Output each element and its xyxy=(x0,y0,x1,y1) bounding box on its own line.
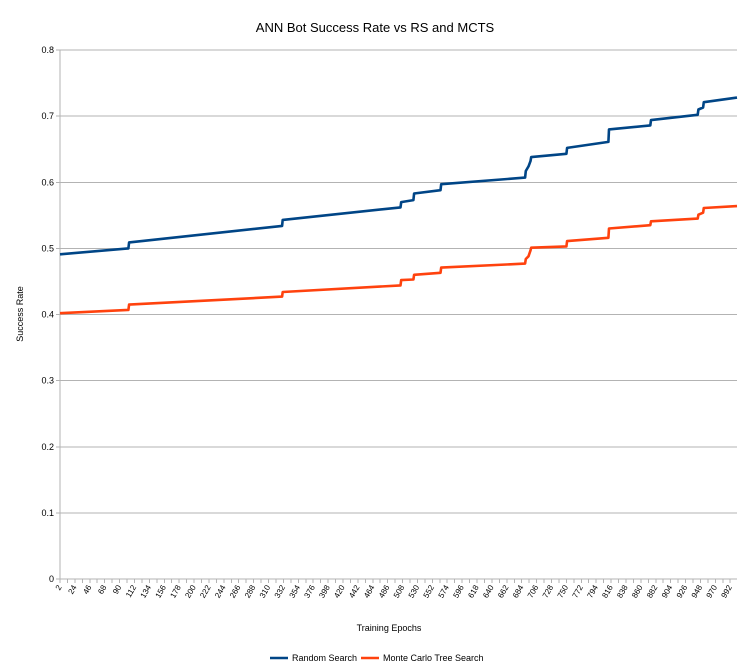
x-tick-label: 992 xyxy=(719,583,734,600)
x-tick-label: 68 xyxy=(96,583,109,596)
y-tick-label: 0.6 xyxy=(41,177,54,187)
x-tick-label: 376 xyxy=(302,583,317,600)
series-line-monte-carlo-tree-search xyxy=(59,204,738,315)
x-axis-ticks: 2 24 46 68 90 112 134 156 178 200 222 244 266 288 310 3… xyxy=(54,579,734,600)
x-tick-label: 948 xyxy=(690,583,705,600)
x-tick-label: 398 xyxy=(317,583,332,600)
x-tick-label: 662 xyxy=(496,583,511,600)
axes xyxy=(59,50,737,580)
x-tick-label: 860 xyxy=(630,583,645,600)
x-tick-label: 332 xyxy=(273,583,288,600)
y-axis-label: Success Rate xyxy=(15,286,25,342)
x-tick-label: 310 xyxy=(258,583,273,600)
y-tick-label: 0.2 xyxy=(41,442,54,452)
x-tick-label: 90 xyxy=(111,583,124,596)
x-axis-label: Training Epochs xyxy=(357,623,422,633)
x-tick-label: 24 xyxy=(66,583,79,596)
x-tick-label: 552 xyxy=(422,583,437,600)
gridlines xyxy=(60,49,737,514)
x-tick-label: 706 xyxy=(526,583,541,600)
x-tick-label: 838 xyxy=(615,583,630,600)
x-tick-label: 640 xyxy=(481,583,496,600)
y-axis-ticks: 0 0.1 0.2 0.3 0.4 0.5 0.6 0.7 0.8 xyxy=(41,45,60,584)
y-tick-label: 0.1 xyxy=(41,508,54,518)
x-tick-label: 750 xyxy=(556,583,571,600)
y-tick-label: 0.3 xyxy=(41,376,54,386)
series-lines xyxy=(59,96,738,315)
x-tick-label: 46 xyxy=(81,583,94,596)
legend-label-random-search: Random Search xyxy=(292,653,357,663)
y-tick-label: 0 xyxy=(49,574,54,584)
y-tick-label: 0.8 xyxy=(41,45,54,55)
x-tick-label: 904 xyxy=(660,583,675,600)
x-tick-label: 574 xyxy=(437,583,452,600)
x-tick-label: 882 xyxy=(645,583,660,600)
x-tick-label: 288 xyxy=(243,583,258,600)
x-tick-label: 354 xyxy=(288,583,303,600)
x-tick-label: 156 xyxy=(154,583,169,600)
x-tick-label: 530 xyxy=(407,583,422,600)
x-tick-label: 486 xyxy=(377,583,392,600)
x-tick-label: 200 xyxy=(183,583,198,600)
x-tick-label: 816 xyxy=(600,583,615,600)
legend: Random Search Monte Carlo Tree Search xyxy=(270,653,484,663)
x-tick-label: 266 xyxy=(228,583,243,600)
legend-label-monte-carlo-tree-search: Monte Carlo Tree Search xyxy=(383,653,484,663)
y-tick-label: 0.5 xyxy=(41,243,54,253)
y-tick-label: 0.7 xyxy=(41,111,54,121)
x-tick-label: 178 xyxy=(168,583,183,600)
x-tick-label: 112 xyxy=(124,583,138,599)
x-tick-label: 618 xyxy=(466,583,481,600)
x-tick-label: 596 xyxy=(451,583,466,600)
x-tick-label: 222 xyxy=(198,583,213,600)
chart-title: ANN Bot Success Rate vs RS and MCTS xyxy=(256,20,495,35)
y-tick-label: 0.4 xyxy=(41,310,54,320)
series-line-random-search xyxy=(59,96,738,256)
x-tick-label: 684 xyxy=(511,583,526,600)
x-tick-label: 728 xyxy=(541,583,556,600)
x-tick-label: 464 xyxy=(362,583,377,600)
x-tick-label: 134 xyxy=(139,583,154,600)
x-tick-label: 2 xyxy=(54,583,64,592)
x-tick-label: 970 xyxy=(705,583,720,600)
x-tick-label: 794 xyxy=(585,583,600,600)
x-tick-label: 508 xyxy=(392,583,407,600)
x-tick-label: 926 xyxy=(675,583,690,600)
x-tick-label: 442 xyxy=(347,583,362,600)
x-tick-label: 420 xyxy=(332,583,347,600)
x-tick-label: 244 xyxy=(213,583,228,600)
x-tick-label: 772 xyxy=(571,583,586,600)
